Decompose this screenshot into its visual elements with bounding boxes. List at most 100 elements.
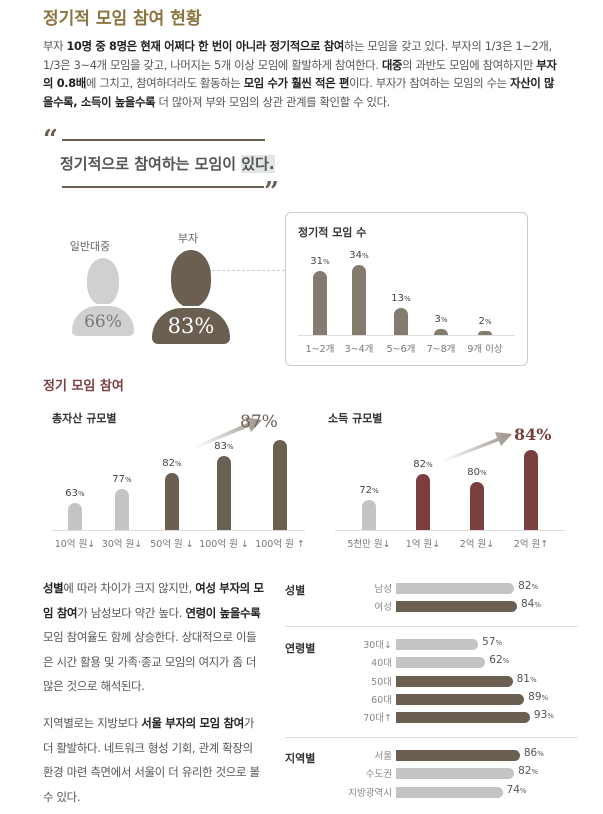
axis-line [335, 530, 565, 531]
rich-label: 부자 [177, 232, 199, 245]
body-text: 부자 [43, 40, 67, 53]
chart-bar [115, 489, 129, 530]
bar-label: 지방광역시 [348, 788, 392, 799]
horizontal-bar [396, 694, 525, 705]
horizontal-bar [396, 768, 515, 779]
chart-bar [68, 503, 82, 530]
group-label: 성별 [285, 584, 306, 597]
bar-value-label: 63% [50, 488, 100, 499]
value-number: 3 [434, 313, 441, 325]
bar-value-label: 82% [518, 580, 538, 592]
meeting-count-chart [285, 212, 528, 366]
value-number: 57 [482, 636, 496, 648]
emphasis-text: 부자의 0.8배 [43, 58, 557, 91]
value-unit: % [534, 601, 541, 609]
value-unit: % [175, 460, 182, 468]
value-number: 83 [214, 441, 228, 452]
body-text: 하는 모임을 갖고 있다. 부자의 1/3은 1~2개, 1/3은 3~4개 모… [43, 40, 552, 72]
horizontal-bar [396, 601, 517, 612]
connector-line [212, 270, 285, 271]
chart-bar [165, 473, 179, 530]
bar-label: 30대↓ [363, 640, 392, 651]
horizontal-bar [396, 583, 515, 594]
page-title: 정기적 모임 참여 현황 [43, 9, 202, 29]
bar-value-label: 84% [521, 598, 541, 610]
bar-value-label: 34% [334, 250, 384, 261]
value-number: 84 [520, 598, 535, 610]
body-text: 의 과반도 모임에 참여하지만 [402, 58, 537, 72]
bar-value-label: 62% [489, 654, 509, 666]
bar-value-label: 89% [528, 691, 548, 703]
bar-label: 남성 [374, 584, 392, 595]
body-text: 지역별로는 지방보다 [43, 715, 142, 730]
value-number: 13 [391, 293, 405, 305]
category-label: 100억 원 ↓ [199, 539, 249, 550]
body-text: 가 남성보다 약간 높다. [77, 605, 186, 620]
chart-bar [394, 308, 408, 335]
value-unit: % [502, 657, 510, 665]
quote-divider [62, 186, 264, 188]
public-value: 66% [84, 312, 122, 332]
value-number: 82 [518, 765, 532, 777]
category-label: 1~2개 [305, 344, 335, 355]
value-number: 82 [518, 580, 532, 592]
category-label: 9개 이상 [467, 344, 503, 355]
value-number: 80 [467, 467, 481, 478]
income-highlight-value: 84% [514, 425, 552, 444]
value-number: 72 [359, 485, 373, 496]
axis-line [298, 335, 515, 336]
category-label: 50억 원 ↓ [150, 539, 194, 550]
horizontal-bar [396, 787, 503, 798]
value-number: 63 [65, 488, 79, 499]
bar-value-label: 2% [460, 316, 510, 327]
value-unit: % [227, 443, 234, 451]
quote-main: 정기적으로 참여하는 모임이 [60, 155, 242, 173]
rich-person-icon: 83% [150, 250, 232, 346]
axis-line [52, 530, 305, 531]
open-quote-icon: “ [43, 125, 58, 155]
body-text: 에 그치고, 참여하더라도 활동하는 [85, 77, 244, 91]
value-number: 81 [516, 673, 530, 685]
bar-label: 60대 [371, 695, 392, 706]
bar-value-label: 72% [344, 485, 394, 496]
bar-value-label: 80% [452, 467, 502, 478]
chart-bar [434, 328, 448, 335]
emphasis-text: 여성 부자의 모임 참여 [43, 581, 264, 620]
value-unit: % [531, 583, 539, 591]
body-text: 모임 참여율도 함께 상승한다. 상대적으로 이들은 시간 활용 및 가족·종교… [43, 630, 257, 694]
chart-bar [362, 500, 376, 530]
bar-label: 서울 [374, 751, 392, 762]
body-text: 이다. 부자가 참여하는 모임의 수는 [349, 77, 511, 91]
category-label: 5~6개 [386, 344, 416, 355]
income-chart-title: 소득 규모별 [328, 412, 383, 425]
bar-value-label: 74% [507, 784, 527, 796]
emphasis-text: 대중 [381, 58, 403, 72]
section-title: 정기 모임 참여 [43, 379, 124, 394]
group-label: 연령별 [285, 642, 316, 655]
meeting-count-title: 정기적 모임 수 [298, 226, 367, 239]
bar-value-label: 31% [295, 256, 345, 267]
body-text: 더 많아져 부와 모임의 상관 관계를 확인할 수 있다. [155, 95, 390, 109]
group-divider [285, 626, 578, 627]
value-unit: % [541, 694, 549, 702]
bar-value-label: 57% [482, 636, 502, 648]
value-unit: % [404, 295, 411, 304]
public-person-icon: 66% [70, 258, 136, 338]
category-label: 10억 원↓ [54, 539, 96, 550]
bar-label: 40대 [371, 658, 392, 669]
trend-arrow-icon [442, 432, 512, 462]
category-label: 7~8개 [426, 344, 456, 355]
emphasis-text: 성별 [43, 581, 64, 595]
value-unit: % [530, 676, 537, 684]
emphasis-text: 10명 중 8명은 현재 어쩌다 한 번이 아니라 정기적으로 참여 [66, 40, 344, 53]
value-unit: % [519, 787, 527, 795]
bar-value-label: 81% [517, 673, 537, 685]
emphasis-text: 자산이 많을수록, 소득이 높을수록 [43, 77, 555, 109]
body-text: 가 더 활발하다. 네트워크 형성 기회, 관계 확장의 환경 마련 측면에서 … [43, 715, 260, 804]
chart-bar [416, 474, 430, 530]
bar-value-label: 77% [97, 474, 147, 485]
intro-paragraph: 부자 10명 중 8명은 현재 어쩌다 한 번이 아니라 정기적으로 참여하는 … [43, 38, 563, 112]
emphasis-text: 모임 수가 훨씬 적은 편 [243, 77, 350, 91]
chart-bar [217, 456, 231, 530]
